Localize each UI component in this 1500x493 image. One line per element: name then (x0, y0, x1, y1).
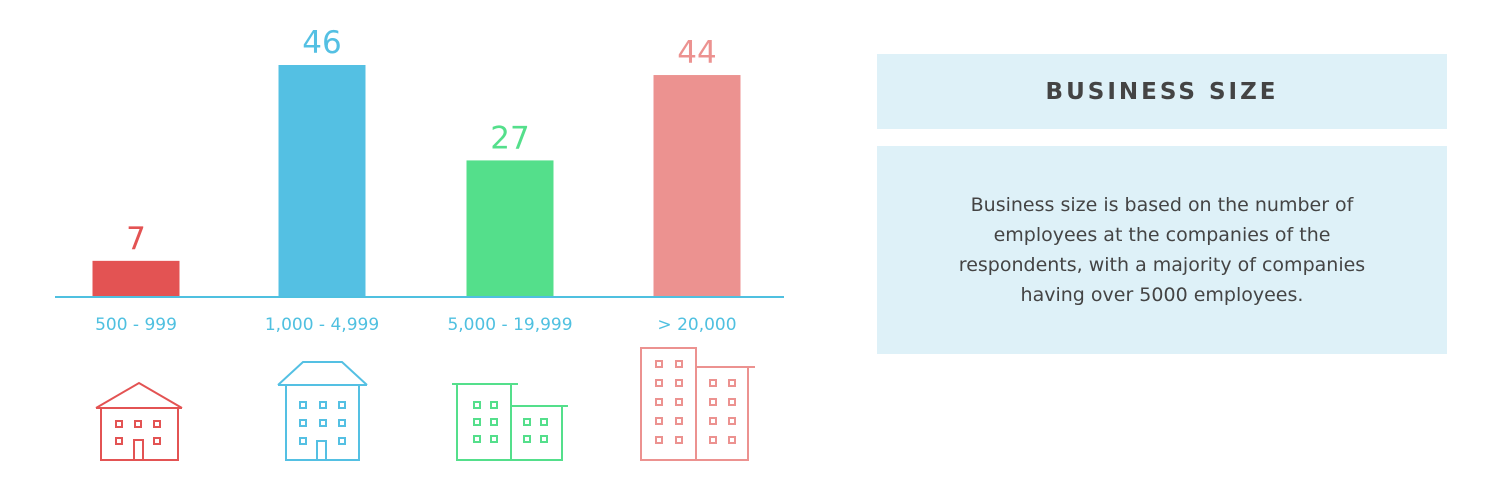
category-label-1: 500 - 999 (95, 315, 177, 335)
bar-chart: 7 500 - 999 46 1,000 - 4,999 27 5,000 - 19,99… (55, 25, 784, 461)
category-label-3: 5,000 - 19,999 (447, 315, 572, 335)
bars-layer: 7 500 - 999 46 1,000 - 4,999 27 5,000 - 19,99… (92, 25, 741, 335)
panel-title: BUSINESS SIZE (1045, 78, 1279, 105)
value-label-3: 27 (490, 120, 529, 156)
title-panel: BUSINESS SIZE (877, 54, 1447, 129)
category-label-2: 1,000 - 4,999 (265, 315, 379, 335)
value-label-1: 7 (126, 221, 146, 257)
small-house-icon (95, 381, 183, 461)
house-icon (277, 361, 368, 461)
category-label-4: > 20,000 (657, 315, 736, 335)
panel-description: Business size is based on the number of … (958, 194, 1366, 306)
bar-4 (653, 75, 741, 296)
bar-3 (466, 160, 554, 296)
tall-building-icon (640, 347, 755, 461)
bar-2 (278, 65, 366, 296)
description-panel: Business size is based on the number of … (877, 146, 1447, 354)
bar-1 (92, 260, 180, 296)
value-label-2: 46 (302, 25, 341, 61)
office-building-icon (452, 383, 568, 461)
value-label-4: 44 (677, 35, 716, 71)
